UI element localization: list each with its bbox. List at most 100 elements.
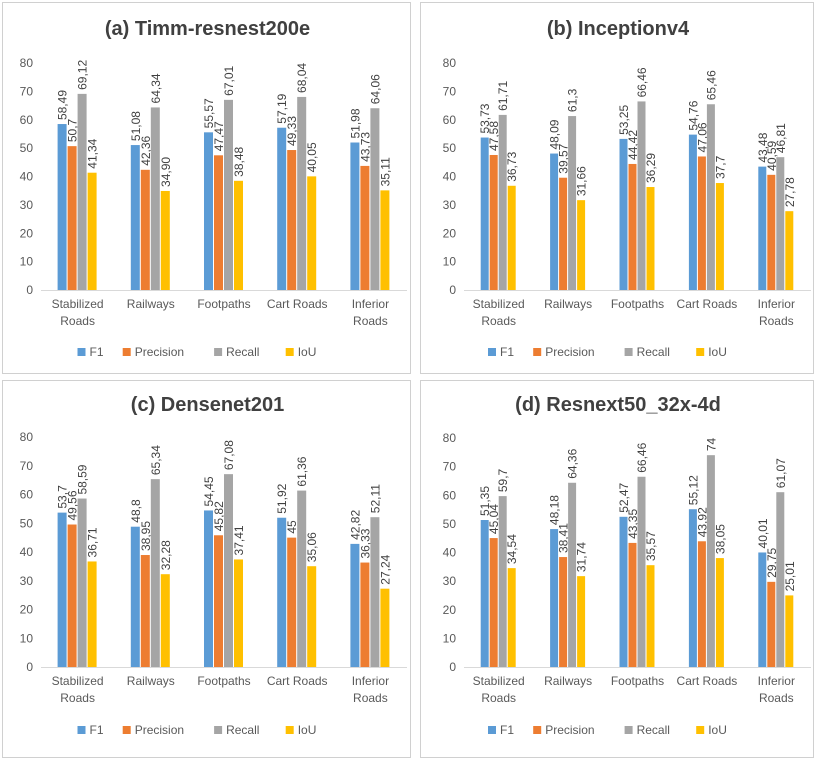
legend-label: F1 bbox=[90, 345, 104, 359]
data-label: 36,71 bbox=[86, 527, 100, 557]
bar-iou bbox=[785, 595, 794, 667]
bar-iou bbox=[507, 568, 516, 667]
data-label: 69,12 bbox=[76, 60, 90, 90]
data-label: 43,35 bbox=[626, 509, 640, 539]
data-label: 36,33 bbox=[358, 528, 372, 558]
bar-precision bbox=[287, 537, 297, 667]
bar-f1 bbox=[480, 137, 489, 290]
bar-f1 bbox=[350, 543, 360, 667]
x-tick-label: Roads bbox=[759, 691, 794, 705]
data-label: 40,01 bbox=[756, 518, 770, 548]
bar-recall bbox=[498, 114, 507, 290]
chart-panel-d: (d) Resnext50_32x-4d 0 10 20 30 40 50 60 70 80 Sta… bbox=[420, 380, 814, 758]
legend-label: Precision bbox=[545, 345, 594, 359]
legend-swatch-recall bbox=[624, 726, 633, 734]
y-tick-label: 40 bbox=[20, 545, 34, 559]
bar-f1 bbox=[550, 153, 559, 290]
data-label: 51,98 bbox=[348, 108, 362, 138]
data-label: 40,59 bbox=[765, 140, 779, 170]
bar-precision bbox=[628, 542, 637, 667]
legend-swatch-precision bbox=[122, 348, 131, 356]
bar-precision bbox=[767, 174, 776, 290]
bar-recall bbox=[637, 101, 646, 291]
y-tick-label: 40 bbox=[20, 170, 34, 184]
bar-recall bbox=[77, 93, 87, 290]
chart-title: (d) Resnext50_32x-4d bbox=[515, 394, 721, 416]
bar-f1 bbox=[130, 526, 140, 667]
legend-label: IoU bbox=[708, 345, 727, 359]
y-tick-label: 20 bbox=[20, 226, 34, 240]
bar-f1 bbox=[619, 138, 628, 290]
legend-label: F1 bbox=[90, 723, 104, 737]
bar-f1 bbox=[277, 127, 287, 290]
bar-f1 bbox=[57, 512, 67, 667]
bar-f1 bbox=[550, 529, 559, 667]
bar-f1 bbox=[350, 142, 360, 290]
legend-swatch-recall bbox=[214, 348, 223, 356]
y-tick-label: 20 bbox=[443, 226, 457, 240]
legend-swatch-f1 bbox=[77, 348, 86, 356]
data-label: 48,18 bbox=[548, 495, 562, 525]
data-label: 27,78 bbox=[783, 177, 797, 207]
y-tick-label: 80 bbox=[20, 56, 34, 70]
bar-recall bbox=[706, 104, 715, 290]
data-label: 35,11 bbox=[378, 157, 392, 186]
data-label: 49,56 bbox=[66, 490, 80, 520]
bar-iou bbox=[160, 574, 170, 667]
chart-svg: (d) Resnext50_32x-4d 0 10 20 30 40 50 60 70 80 Sta… bbox=[443, 394, 811, 737]
data-label: 47,06 bbox=[695, 122, 709, 152]
data-label: 29,75 bbox=[765, 547, 779, 577]
data-label: 67,08 bbox=[222, 440, 236, 470]
x-tick-label: Railways bbox=[544, 297, 592, 311]
bar-iou bbox=[234, 559, 243, 667]
data-label: 52,47 bbox=[617, 482, 631, 512]
legend-label: F1 bbox=[500, 723, 514, 737]
data-label: 34,54 bbox=[505, 534, 519, 564]
x-tick-label: Footpaths bbox=[197, 297, 250, 311]
legend-swatch-iou bbox=[285, 348, 294, 356]
bar-iou bbox=[715, 558, 724, 667]
data-label: 43,73 bbox=[358, 132, 372, 162]
bar-iou bbox=[380, 588, 390, 667]
bar-precision bbox=[559, 177, 568, 290]
bar-iou bbox=[380, 190, 390, 290]
bar-f1 bbox=[688, 134, 697, 290]
bar-f1 bbox=[758, 552, 767, 667]
bar-precision bbox=[489, 538, 498, 667]
data-label: 38,05 bbox=[713, 524, 727, 554]
y-tick-label: 40 bbox=[443, 546, 457, 560]
bar-precision bbox=[67, 524, 77, 667]
x-tick-label: Railways bbox=[127, 674, 175, 688]
bar-f1 bbox=[204, 132, 213, 290]
bar-precision bbox=[140, 555, 150, 667]
x-tick-label: Roads bbox=[353, 314, 388, 328]
legend-label: Precision bbox=[135, 723, 184, 737]
data-label: 50,7 bbox=[66, 118, 80, 142]
data-label: 64,34 bbox=[149, 73, 163, 103]
x-tick-label: Inferior bbox=[758, 297, 795, 311]
data-label: 55,12 bbox=[686, 475, 700, 505]
legend-swatch-iou bbox=[696, 348, 705, 356]
data-label: 43,48 bbox=[756, 132, 770, 162]
x-tick-label: Railways bbox=[544, 674, 592, 688]
legend-swatch-recall bbox=[214, 726, 223, 734]
bar-recall bbox=[568, 116, 577, 290]
legend-label: F1 bbox=[500, 345, 514, 359]
chart-svg: (a) Timm-resnest200e 0 10 20 30 40 50 60 70 80 Sta… bbox=[20, 18, 407, 359]
x-tick-label: Cart Roads bbox=[677, 674, 738, 688]
legend-label: IoU bbox=[708, 723, 727, 737]
data-label: 57,19 bbox=[275, 93, 289, 123]
bar-precision bbox=[214, 155, 223, 290]
data-label: 58,59 bbox=[76, 464, 90, 494]
chart-legend: F1 Precision Recall IoU bbox=[488, 723, 727, 737]
bar-precision bbox=[559, 557, 568, 667]
data-label: 48,09 bbox=[548, 119, 562, 149]
x-tick-label: Footpaths bbox=[611, 674, 664, 688]
data-label: 61,07 bbox=[774, 458, 788, 488]
y-tick-label: 60 bbox=[443, 488, 457, 502]
y-tick-label: 20 bbox=[20, 603, 34, 617]
y-tick-label: 50 bbox=[443, 141, 457, 155]
y-tick-label: 50 bbox=[20, 141, 34, 155]
legend-label: Recall bbox=[226, 723, 259, 737]
bar-recall bbox=[776, 157, 785, 290]
